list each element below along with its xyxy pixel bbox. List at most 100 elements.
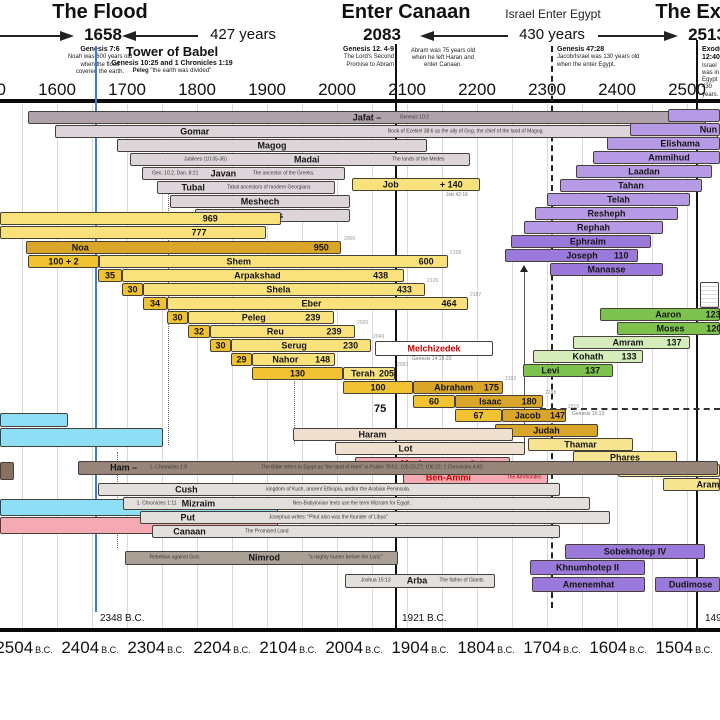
- bar-ham: Ham – 1. Chronicles 1:8 The Bible refers t…: [78, 461, 718, 475]
- terah-text: 205: [378, 368, 395, 378]
- bottom-axis-label: 1904 B.C.: [391, 638, 449, 657]
- nimrod-text: Rebellion against God.: [149, 554, 201, 561]
- bar-aaron: Aaron 123: [600, 308, 720, 321]
- gridline: [477, 104, 478, 628]
- bar-gomar: Gomar Book of Ezekiel 38:6 as the ally of…: [55, 125, 718, 138]
- bar-serug: Serug 230: [231, 339, 371, 352]
- bar-jafat: Jafat – Genesis 10:2: [28, 111, 706, 124]
- amenemhat-text: Amenemhat: [562, 579, 615, 589]
- nahor-prefix-text: 29: [236, 354, 247, 364]
- mizraim-text: 1. Chronicles 1:11: [136, 500, 177, 506]
- nun-text: Nun: [699, 124, 718, 134]
- aaron-text: 123: [705, 309, 720, 319]
- bar-abraham-prefix: 100: [343, 381, 413, 394]
- job-text: Job: [382, 179, 399, 189]
- bar-side-note-box: [700, 282, 719, 308]
- bar-left-cyan-2: [0, 428, 163, 447]
- egypt-entry-line: [551, 46, 553, 608]
- eber-text: 464: [441, 298, 457, 308]
- kohath-text: Kohath: [572, 351, 604, 361]
- eber-text: Eber: [301, 298, 322, 308]
- bar-arba: Joshua 15:13 Arba The father of Giants: [345, 574, 495, 588]
- arpakshad-prefix-text: 35: [104, 270, 116, 280]
- resheph-text: Resheph: [587, 208, 626, 218]
- bar-jacob: Jacob 147: [502, 409, 566, 422]
- nimrod-text: Nimrod: [248, 552, 280, 563]
- bar-elishama: Elishama: [607, 137, 720, 150]
- bar-laadan: Laadan: [576, 165, 712, 178]
- flood-note-ref: Genesis 7:6: [80, 46, 120, 53]
- gridline: [302, 104, 303, 628]
- bottom-axis-label: 2404 B.C.: [61, 638, 119, 657]
- madai-text: Madai: [293, 154, 320, 164]
- terah-prefix-text: 130: [289, 368, 306, 378]
- khnumhotep-ii-text: Khnumhotep II: [556, 562, 619, 572]
- bc-annotation: 1491 B.C.: [705, 613, 720, 624]
- gomar-text: Book of Ezekiel 38:6 as the ally of Gog,…: [387, 128, 544, 134]
- gridline: [127, 104, 128, 628]
- bar-javan: Gen. 10.2, Dan. 8:21 Javan The ancestor of…: [142, 167, 345, 180]
- gridline: [92, 104, 93, 628]
- annotation: 2049: [373, 334, 385, 340]
- bar-meshech: Meshech: [170, 195, 350, 208]
- bar-put: Put Josephus writes: "Phut also was the f…: [140, 511, 610, 524]
- bar-moses: Moses 120: [617, 322, 720, 335]
- bottom-axis-label: 2504 B.C.: [0, 638, 53, 657]
- rephah-text: Rephah: [576, 222, 611, 232]
- bar-rephah: Rephah: [524, 221, 663, 234]
- top-axis-label: 2400: [598, 80, 636, 99]
- javan-text: Javan: [210, 168, 237, 178]
- annotation: 2183: [505, 376, 517, 382]
- phares-text: Phares: [609, 452, 641, 462]
- bar-telah: Telah: [547, 193, 690, 206]
- annotation: 75: [374, 403, 387, 415]
- madai-text: Jubilees (10:35-36): [183, 156, 227, 162]
- bar-amenemhat: Amenemhat: [532, 577, 645, 592]
- lot-text: Lot: [398, 443, 413, 453]
- abraham-prefix-text: 100: [370, 382, 386, 392]
- top-axis-line: [0, 99, 720, 103]
- serug-prefix-text: 30: [215, 340, 226, 350]
- bar-lot: Lot: [335, 442, 525, 455]
- bar-ephraim: Ephraim: [511, 235, 651, 248]
- bar-left-cyan-1: [0, 413, 68, 427]
- noa-text: 950: [313, 242, 329, 252]
- ham-text: The Bible refers to Egypt as "the land o…: [261, 464, 484, 471]
- bar-arpakshad-prefix: 35: [98, 269, 122, 282]
- gridline: [652, 104, 653, 628]
- amram-text: 137: [666, 337, 682, 347]
- annotation: 2026: [357, 320, 369, 326]
- amram-text: Amram: [612, 337, 644, 347]
- bar-tahan: Tahan: [560, 179, 702, 192]
- melchizedek-text: Melchizedek: [407, 343, 461, 353]
- abraham-text: Abraham: [434, 382, 474, 392]
- canaan-year: 2083: [363, 25, 401, 44]
- bottom-axis-label: 1604 B.C.: [589, 638, 647, 657]
- bar-peleg-prefix: 30: [167, 311, 188, 324]
- flood-line: [95, 46, 97, 612]
- bar-methuselah: 969: [0, 212, 281, 225]
- isaac-prefix-text: 60: [428, 396, 440, 406]
- noa-text: Noa: [71, 242, 89, 252]
- annotation: 2288: [545, 390, 557, 396]
- tubal-text: Tubal: [181, 182, 205, 192]
- canaan-line: [395, 44, 397, 632]
- jafat-text: Genesis 10:2: [399, 114, 430, 120]
- top-axis-label: 2500: [668, 80, 706, 99]
- bar-reu: Reu 239: [210, 325, 355, 338]
- bar-mizraim: 1. Chronicles 1:11 Mizraim Neo-Babylonian …: [123, 497, 590, 510]
- up-arrow-icon: [520, 265, 528, 272]
- ammihud-text: Ammihud: [648, 152, 690, 162]
- top-axis-label: 2200: [458, 80, 496, 99]
- arrow-right-icon: [60, 31, 74, 41]
- dudimose-text: Dudimose: [668, 579, 713, 589]
- bar-khnumhotep-ii: Khnumhotep II: [530, 560, 645, 575]
- bar-amram: Amram 137: [573, 336, 690, 349]
- top-axis-label: 2000: [318, 80, 356, 99]
- exodus-line: [696, 40, 698, 632]
- bar-terah-prefix: 130: [252, 367, 343, 380]
- ham-text: Ham –: [110, 462, 138, 473]
- moses-text: Moses: [656, 323, 685, 333]
- reu-text: Reu: [266, 326, 284, 336]
- gridline: [512, 104, 513, 628]
